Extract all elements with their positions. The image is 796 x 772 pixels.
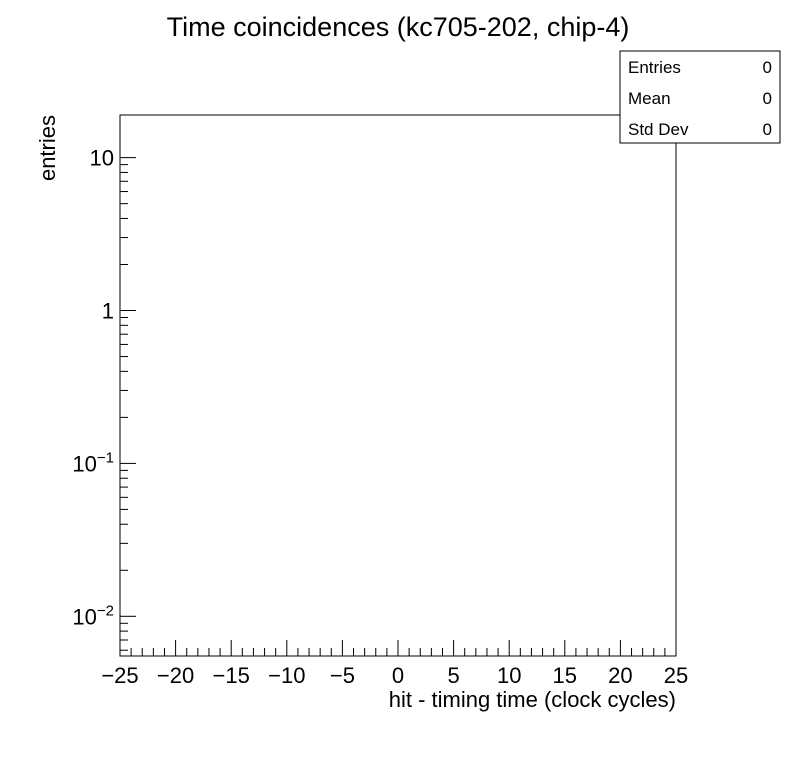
y-axis-ticks	[120, 157, 136, 651]
x-tick-label: −20	[157, 663, 194, 688]
x-tick-label: 15	[553, 663, 577, 688]
x-tick-label: 0	[392, 663, 404, 688]
stats-box-frame	[619, 50, 781, 144]
stats-box: Entries 0 Mean 0 Std Dev 0	[619, 50, 781, 144]
x-tick-label: −10	[268, 663, 305, 688]
x-tick-label: −25	[101, 663, 138, 688]
chart-title: Time coincidences (kc705-202, chip-4)	[167, 12, 630, 42]
x-tick-label: 10	[497, 663, 521, 688]
stats-value: 0	[763, 120, 772, 139]
x-tick-label: −5	[330, 663, 355, 688]
y-tick-label: 10−1	[72, 449, 114, 476]
x-tick-label: 5	[447, 663, 459, 688]
y-tick-label: 1	[102, 299, 114, 324]
stats-label: Std Dev	[628, 120, 689, 139]
y-axis-label: entries	[35, 115, 60, 181]
x-axis-label: hit - timing time (clock cycles)	[389, 687, 676, 712]
stats-value: 0	[763, 58, 772, 77]
stats-label: Entries	[628, 58, 681, 77]
stats-label: Mean	[628, 89, 671, 108]
y-tick-label: 10	[90, 146, 114, 171]
x-tick-label: −15	[213, 663, 250, 688]
y-axis-tick-labels: 10−2 10−1 1 10	[72, 146, 114, 630]
x-tick-label: 20	[608, 663, 632, 688]
x-axis-tick-labels: −25 −20 −15 −10 −5 0 5 10 15 20 25	[101, 663, 688, 688]
y-tick-label: 10−2	[72, 602, 114, 629]
stats-value: 0	[763, 89, 772, 108]
x-tick-label: 25	[664, 663, 688, 688]
plot-frame	[119, 114, 677, 657]
x-axis-ticks	[119, 640, 677, 656]
